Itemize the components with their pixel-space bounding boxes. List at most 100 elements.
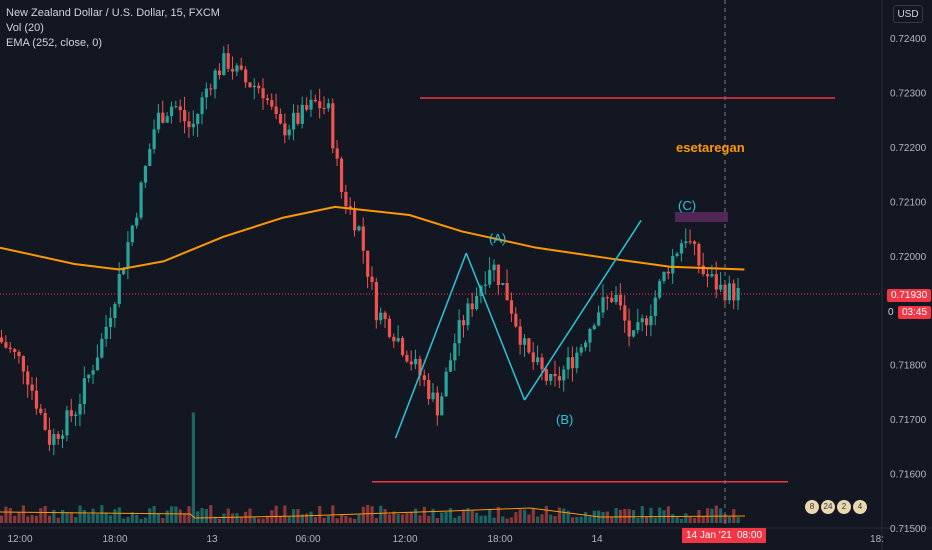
candle-body [335,148,339,159]
volume-bar [457,515,461,523]
volume-bar [117,507,121,523]
candle-body [300,104,304,124]
y-tick-label: 0.72200 [890,143,927,154]
volume-bar [39,508,43,523]
candle-body [165,116,169,123]
candle-body [344,191,348,207]
wave-line [394,252,467,439]
volume-bar [0,515,4,523]
volume-bar [300,514,304,523]
x-tick-label: 12:00 [7,534,32,545]
volume-bar [17,512,21,523]
event-badge[interactable]: 2 [837,500,851,514]
candle-body [309,99,313,110]
candle-body [579,347,583,353]
volume-bar [87,513,91,523]
wave-label-c: (C) [678,198,697,213]
volume-bar [331,505,335,523]
volume-bar [623,508,627,523]
volume-bar [226,508,230,523]
volume-bar [148,508,152,523]
candle-body [183,110,187,122]
candle-body [640,318,644,323]
volume-indicator-label[interactable]: Vol (20) [6,22,44,34]
volume-bar [727,516,732,523]
volume-bar [69,512,73,523]
symbol-title[interactable]: New Zealand Dollar / U.S. Dollar, 15, FX… [6,7,220,19]
volume-bar [475,512,479,523]
x-tick-label: 14 [591,534,603,545]
ema-indicator-label[interactable]: EMA (252, close, 0) [6,37,102,49]
volume-bar [287,516,291,523]
candle-body [261,88,265,99]
candle-body [353,208,357,231]
volume-bar [361,506,365,523]
countdown-prefix: 0 [886,306,896,319]
volume-bar [405,513,409,523]
candle-body [653,297,657,316]
candle-body [522,338,527,345]
candle-body [483,284,487,286]
candle-body [379,312,383,321]
volume-bar [230,513,235,523]
candle-body [130,225,134,243]
candle-body [475,296,479,310]
candle-body [723,284,727,301]
volume-bar [514,512,518,523]
currency-button[interactable]: USD [893,5,923,23]
volume-bar [592,510,596,523]
candle-body [588,328,592,343]
candle-body [544,369,548,381]
candle-body [440,396,444,416]
candle-body [688,241,692,243]
volume-bar [191,412,195,523]
candle-body [488,270,492,285]
volume-bar [414,508,418,523]
volume-bar [701,516,705,523]
volume-bar [74,517,78,523]
event-badge[interactable]: 4 [853,500,867,514]
volume-ma-line [0,507,746,519]
candle-body [52,434,56,445]
candle-body [527,338,531,353]
candle-body [570,357,575,369]
volume-bar [723,514,727,523]
candle-body [108,317,113,327]
candle-body [514,313,518,327]
candle-body [235,65,239,72]
candle-body [213,70,217,90]
candle-body [409,361,413,365]
volume-bar [658,507,662,523]
volume-bar [675,516,679,523]
candle-body [222,53,226,76]
candle-body [26,371,30,385]
candle-body [505,283,509,301]
candle-body [553,373,557,377]
candle-body [536,357,540,363]
volume-bar [165,510,169,523]
economic-events[interactable]: 8 24 2 4 [805,500,867,514]
volume-bar [196,511,200,523]
event-badge[interactable]: 24 [821,500,835,514]
author-annotation: esetaregan [676,140,745,155]
candle-body [178,106,182,111]
candle-body [610,297,614,303]
x-tick-label: 18: [870,534,884,545]
candle-body [21,356,25,372]
volume-bar [143,517,148,523]
volume-bar [213,516,217,523]
volume-bar [688,516,692,523]
candle-body [575,352,579,369]
event-badge[interactable]: 8 [805,500,819,514]
volume-bar [440,512,444,523]
candle-body [339,158,344,192]
candle-body [287,129,291,136]
candle-body [139,182,143,218]
volume-bar [527,514,531,523]
candle-body [461,320,466,326]
wave-line [465,252,526,401]
x-tick-label: 12:00 [392,534,417,545]
candle-body [143,166,148,183]
candle-body [422,375,426,380]
